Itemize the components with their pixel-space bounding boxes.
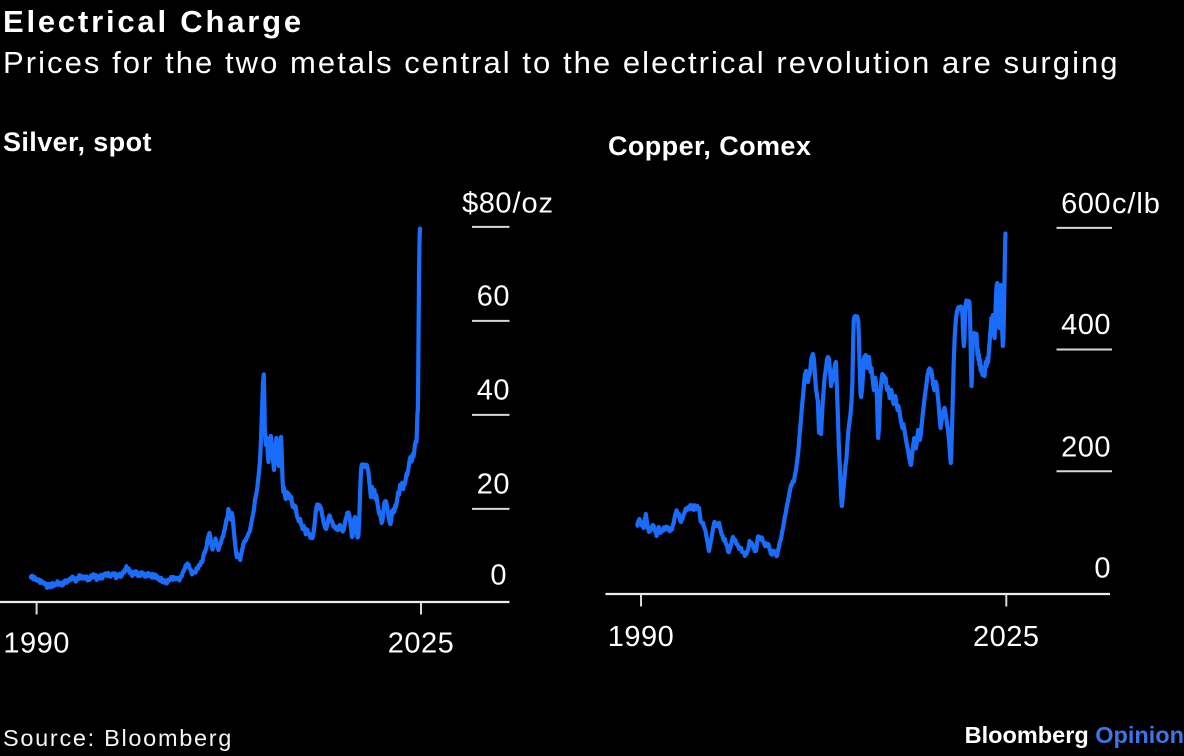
svg-text:0: 0 (490, 560, 507, 592)
svg-text:600: 600 (1061, 188, 1111, 220)
svg-text:2025: 2025 (973, 621, 1040, 653)
svg-text:c/lb: c/lb (1112, 188, 1161, 220)
svg-text:1990: 1990 (3, 628, 70, 660)
svg-text:60: 60 (477, 281, 510, 313)
svg-text:40: 40 (477, 375, 510, 407)
svg-text:400: 400 (1061, 309, 1111, 341)
svg-text:/oz: /oz (513, 188, 554, 220)
svg-text:200: 200 (1061, 432, 1111, 464)
svg-text:20: 20 (477, 469, 510, 501)
svg-text:$80: $80 (462, 188, 512, 220)
svg-text:1990: 1990 (608, 621, 675, 653)
svg-text:2025: 2025 (388, 628, 455, 660)
svg-text:0: 0 (1094, 553, 1111, 585)
